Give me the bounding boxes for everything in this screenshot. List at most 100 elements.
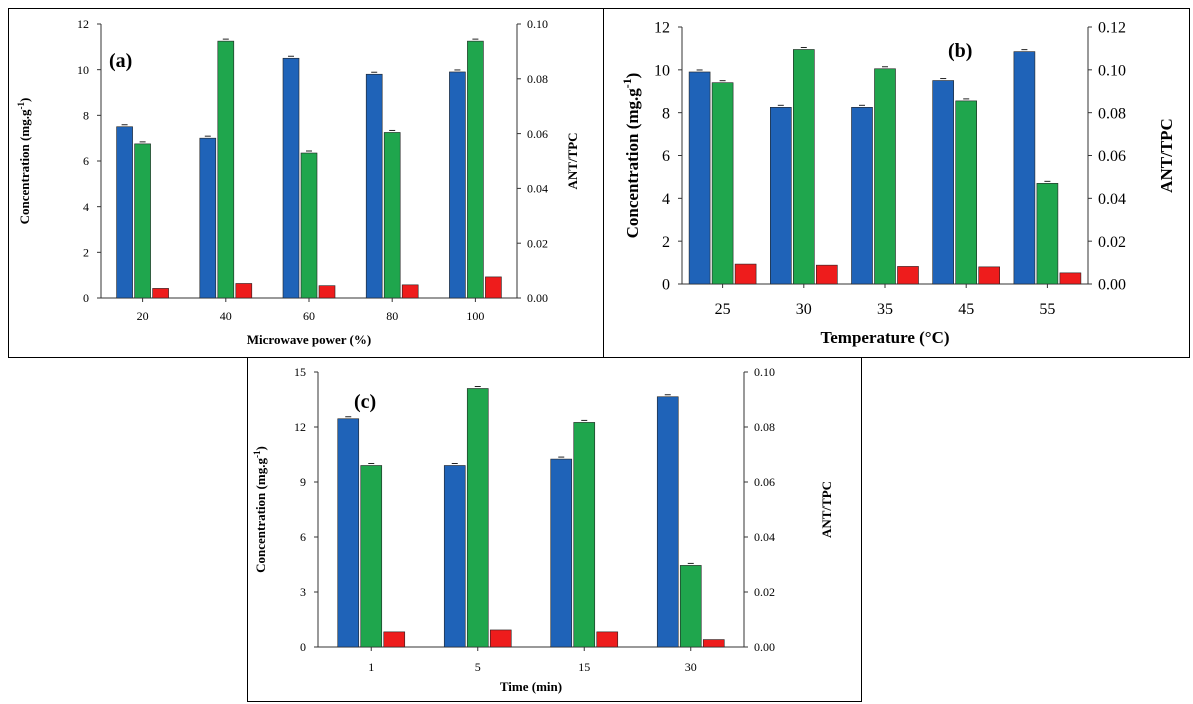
bar-green — [383, 132, 401, 299]
bar-green — [955, 100, 978, 285]
x-tick-label: 1 — [368, 660, 374, 674]
x-tick-label: 55 — [1039, 301, 1055, 318]
y-tick-label: 0 — [300, 640, 306, 654]
chart-a-svg: 0 2 4 6 8 10 12 0.00 0.02 0.04 0.06 0.08 0.10 20 40 60 8… — [16, 17, 580, 347]
bar-red — [489, 629, 512, 648]
y-tick-label: 8 — [83, 109, 89, 123]
y-tick-label: 15 — [294, 365, 306, 379]
y2-axis-title: ANT/TPC — [1157, 118, 1176, 193]
bar-green — [217, 40, 235, 299]
bar-blue — [688, 71, 711, 285]
y-tick-label: 8 — [662, 105, 670, 122]
bar-blue — [656, 396, 679, 648]
y2-tick-label: 0.10 — [527, 17, 548, 31]
y-tick-label: 2 — [662, 234, 670, 251]
bar-blue — [282, 57, 300, 299]
y-tick-label: 9 — [300, 475, 306, 489]
bar-green — [134, 143, 151, 299]
y-tick-label: 4 — [83, 200, 89, 214]
x-axis-title: Time (min) — [500, 679, 562, 694]
bar-blue — [443, 465, 466, 648]
x-tick-label: 15 — [578, 660, 590, 674]
y-tick-label: 6 — [83, 154, 89, 168]
y2-tick-label: 0.00 — [527, 291, 548, 305]
y-tick-label: 12 — [654, 20, 670, 37]
y2-tick-label: 0.02 — [1098, 234, 1126, 251]
x-tick-label: 35 — [877, 301, 893, 318]
bar-blue — [199, 137, 217, 299]
bar-green — [573, 422, 596, 648]
y2-tick-label: 0.04 — [527, 182, 548, 196]
bar-green — [1036, 183, 1059, 285]
bar-green — [679, 565, 702, 648]
bar-red — [702, 639, 725, 648]
y-axis-title: Concentration (mg.g-1) — [16, 98, 32, 225]
y2-tick-label: 0.08 — [754, 420, 775, 434]
bar-red — [383, 631, 406, 648]
y-tick-label: 10 — [77, 63, 89, 77]
y2-tick-label: 0.06 — [754, 475, 775, 489]
y-tick-label: 0 — [662, 277, 670, 294]
y-axis-title: Concentration (mg.g-1) — [252, 446, 268, 573]
chart-b-svg: 0 2 4 6 8 10 12 0.00 0.02 0.04 0.06 0.08 0.10 0.12 25 3… — [620, 20, 1176, 347]
panel-label: (a) — [109, 50, 132, 72]
bar-green — [874, 68, 896, 285]
x-axis-title: Microwave power (%) — [247, 332, 371, 347]
y2-tick-label: 0.10 — [754, 365, 775, 379]
x-tick-label: 80 — [386, 309, 398, 323]
y-tick-label: 6 — [300, 530, 306, 544]
y2-tick-label: 0.04 — [754, 530, 775, 544]
y2-axis-title: ANT/TPC — [819, 481, 834, 538]
bar-red — [734, 263, 757, 285]
bar-red — [816, 264, 838, 285]
bar-green — [466, 388, 489, 648]
y-tick-label: 2 — [83, 246, 89, 260]
y2-tick-label: 0.06 — [1098, 148, 1126, 165]
bar-green — [360, 465, 383, 648]
y2-tick-label: 0.04 — [1098, 191, 1126, 208]
x-tick-label: 25 — [715, 301, 731, 318]
bar-blue — [449, 71, 466, 299]
y-tick-label: 3 — [300, 585, 306, 599]
bar-red — [152, 288, 169, 299]
y2-tick-label: 0.06 — [527, 127, 548, 141]
panel-label: (b) — [948, 40, 972, 62]
bar-blue — [550, 458, 573, 648]
x-tick-label: 30 — [796, 301, 812, 318]
panel-label: (c) — [354, 391, 376, 413]
bar-red — [978, 266, 1001, 285]
y-tick-label: 10 — [654, 62, 670, 79]
bar-red — [235, 283, 253, 299]
chart-panel-a: 0 2 4 6 8 10 12 0.00 0.02 0.04 0.06 0.08 0.10 20 40 60 8… — [8, 8, 604, 358]
x-tick-label: 5 — [475, 660, 481, 674]
bar-blue — [770, 107, 792, 285]
y2-tick-label: 0.12 — [1098, 20, 1126, 37]
y2-tick-label: 0.02 — [527, 236, 548, 250]
x-tick-label: 45 — [958, 301, 974, 318]
bar-red — [1059, 272, 1082, 285]
y-tick-label: 0 — [83, 291, 89, 305]
chart-panel-b: 0 2 4 6 8 10 12 0.00 0.02 0.04 0.06 0.08 0.10 0.12 25 3… — [603, 8, 1190, 358]
bar-blue — [851, 107, 873, 285]
bar-blue — [365, 73, 383, 299]
y2-tick-label: 0.00 — [1098, 277, 1126, 294]
chart-panel-c: 0 3 6 9 12 15 0.00 0.02 0.04 0.06 0.08 0.10 1 5 15 30 (c… — [247, 357, 862, 702]
y-tick-label: 6 — [662, 148, 670, 165]
bar-green — [793, 49, 815, 285]
x-tick-label: 100 — [466, 309, 484, 323]
y2-tick-label: 0.08 — [1098, 105, 1126, 122]
y-tick-label: 4 — [662, 191, 670, 208]
y2-tick-label: 0.00 — [754, 640, 775, 654]
y-tick-label: 12 — [294, 420, 306, 434]
bar-green — [467, 40, 484, 299]
bar-red — [318, 285, 336, 299]
bar-blue — [932, 80, 955, 285]
bar-red — [897, 266, 919, 285]
y2-axis-title: ANT/TPC — [565, 132, 580, 189]
bar-green — [300, 152, 318, 299]
bar-red — [401, 284, 419, 299]
bar-green — [711, 82, 734, 285]
x-tick-label: 60 — [303, 309, 315, 323]
y2-tick-label: 0.08 — [527, 72, 548, 86]
